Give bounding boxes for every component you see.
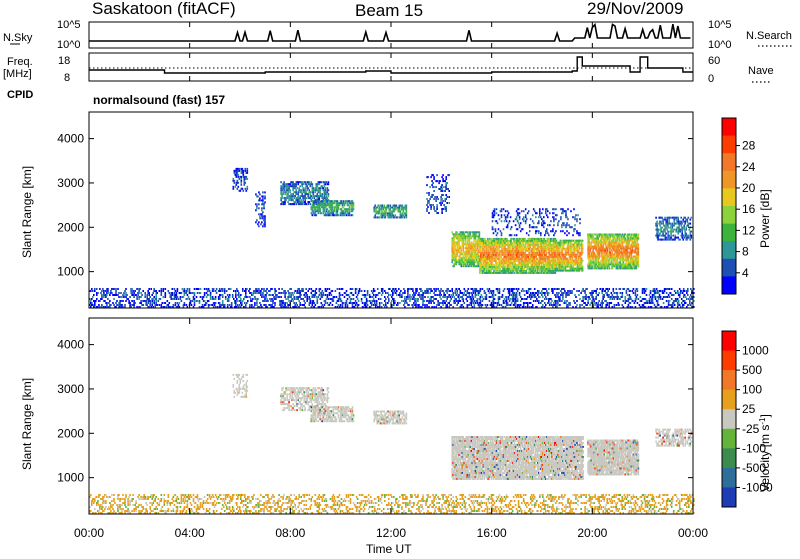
nsky-tick-bottom: 10^0 xyxy=(57,39,81,51)
nsky-label: N.Sky xyxy=(3,32,33,44)
x-tick-label: 20:00 xyxy=(577,526,607,540)
beam-label: Beam 15 xyxy=(355,1,423,20)
power-colorbar: 4 8 12 16 20 24 28 xyxy=(722,118,756,295)
y-tick-label: 2000 xyxy=(57,220,84,234)
cpid-label: CPID xyxy=(7,89,33,101)
colorbar-swatch xyxy=(722,487,736,507)
freq-tick-bottom: 8 xyxy=(64,72,70,84)
y-tick-label: 1000 xyxy=(57,265,84,279)
y-tick-label: 4000 xyxy=(57,132,84,146)
colorbar-swatch xyxy=(722,429,736,449)
y-tick-label: 3000 xyxy=(57,176,84,190)
nsearch-tick-top: 10^5 xyxy=(708,19,732,31)
velocity-colorbar-label: Velocity [m s-1] xyxy=(758,414,772,492)
date-label: 29/Nov/2009 xyxy=(587,0,683,18)
x-tick-label: 00:00 xyxy=(74,526,104,540)
freq-tick-top: 18 xyxy=(58,55,70,67)
nsky-tick-top: 10^5 xyxy=(57,19,81,31)
power-ylabel: Slant Range [km] xyxy=(20,166,34,258)
radar-title: Saskatoon (fitACF) xyxy=(92,0,236,18)
colorbar-tick-label: 12 xyxy=(742,223,756,237)
colorbar-swatch xyxy=(722,259,736,277)
colorbar-tick-label: 4 xyxy=(742,266,749,280)
colorbar-tick-label: 28 xyxy=(742,139,756,153)
colorbar-tick-label: 25 xyxy=(742,402,756,416)
x-tick-label: 08:00 xyxy=(275,526,305,540)
y-tick-label: 3000 xyxy=(57,382,84,396)
y-tick-label: 4000 xyxy=(57,338,84,352)
colorbar-swatch xyxy=(722,331,736,351)
freq-label: Freq. xyxy=(7,56,33,68)
colorbar-swatch xyxy=(722,409,736,429)
freq-trace xyxy=(89,57,693,73)
colorbar-swatch xyxy=(722,188,736,206)
nave-tick-bottom: 0 xyxy=(708,73,714,85)
colorbar-swatch xyxy=(722,276,736,294)
time-axis-label: Time UT xyxy=(366,542,412,554)
colorbar-tick-label: 500 xyxy=(742,363,762,377)
colorbar-swatch xyxy=(722,136,736,154)
colorbar-swatch xyxy=(722,118,736,136)
y-tick-label: 2000 xyxy=(57,426,84,440)
velocity-echoes xyxy=(89,374,695,514)
colorbar-swatch xyxy=(722,241,736,259)
power-echoes xyxy=(89,168,695,308)
colorbar-swatch xyxy=(722,206,736,224)
x-tick-label: 16:00 xyxy=(477,526,507,540)
x-tick-label: 00:00 xyxy=(678,526,708,540)
colorbar-swatch xyxy=(722,448,736,468)
x-tick-label: 04:00 xyxy=(175,526,205,540)
colorbar-tick-label: 24 xyxy=(742,160,756,174)
nave-tick-top: 60 xyxy=(708,55,720,67)
freq-unit-label: [MHz] xyxy=(3,68,32,80)
cpid-value: normalsound (fast) 157 xyxy=(93,93,225,107)
colorbar-swatch xyxy=(722,468,736,488)
power-colorbar-label: Power [dB] xyxy=(758,189,772,248)
colorbar-swatch xyxy=(722,171,736,189)
nsky-trace xyxy=(89,24,691,41)
colorbar-tick-label: 1000 xyxy=(742,344,769,358)
colorbar-tick-label: 100 xyxy=(742,383,762,397)
colorbar-swatch xyxy=(722,351,736,371)
y-tick-label: 1000 xyxy=(57,471,84,485)
colorbar-tick-label: 8 xyxy=(742,245,749,259)
colorbar-swatch xyxy=(722,390,736,410)
x-tick-label: 12:00 xyxy=(376,526,406,540)
nsearch-label: N.Search xyxy=(746,30,792,42)
colorbar-tick-label: 20 xyxy=(742,181,756,195)
colorbar-tick-label: 16 xyxy=(742,202,756,216)
colorbar-swatch xyxy=(722,370,736,390)
nave-label: Nave xyxy=(748,65,774,77)
velocity-ylabel: Slant Range [km] xyxy=(20,378,34,470)
colorbar-swatch xyxy=(722,224,736,242)
colorbar-swatch xyxy=(722,153,736,171)
nsearch-tick-bottom: 10^0 xyxy=(708,39,732,51)
